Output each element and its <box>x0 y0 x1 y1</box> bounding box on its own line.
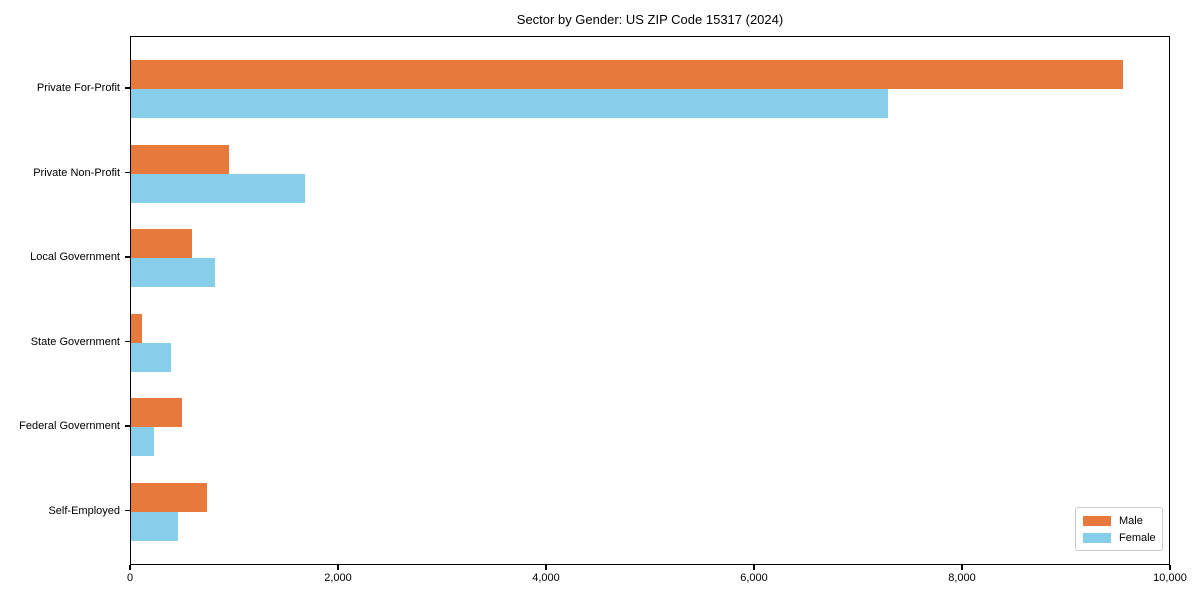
legend-item-male: Male <box>1083 515 1155 527</box>
bar-female-private-for-profit <box>131 89 888 118</box>
x-tick-mark <box>1169 565 1171 570</box>
y-tick-label-private-for-profit: Private For-Profit <box>36 82 120 94</box>
bar-male-self-employed <box>131 482 207 512</box>
female-color-swatch <box>1083 532 1111 543</box>
bar-male-local-government <box>131 229 192 258</box>
bar-male-state-government <box>131 313 142 343</box>
plot-area: Male Female <box>130 36 1170 565</box>
x-tick-label-8000: 8,000 <box>948 572 976 584</box>
bar-female-local-government <box>131 258 216 287</box>
legend-item-female: Female <box>1083 531 1156 544</box>
bar-female-private-non-profit <box>131 173 305 203</box>
legend-label-female: Female <box>1119 531 1156 544</box>
bar-male-private-for-profit <box>131 60 1124 89</box>
x-tick-label-0: 0 <box>126 572 134 584</box>
y-tick-label-local-government: Local Government <box>30 251 120 263</box>
y-tick-mark <box>125 256 130 258</box>
y-tick-label-private-non-profit: Private Non-Profit <box>33 166 120 179</box>
bar-male-private-non-profit <box>131 144 230 174</box>
y-tick-label-self-employed: Self-Employed <box>48 504 120 517</box>
x-tick-mark <box>129 565 131 570</box>
x-tick-label-10000: 10,000 <box>1153 572 1187 584</box>
x-tick-label-6000: 6,000 <box>740 572 768 584</box>
x-tick-mark <box>753 565 755 570</box>
bar-female-self-employed <box>131 511 179 541</box>
y-tick-mark <box>125 425 130 427</box>
bar-female-state-government <box>131 342 172 372</box>
bar-male-federal-government <box>131 398 183 427</box>
chart-title: Sector by Gender: US ZIP Code 15317 (202… <box>516 12 784 27</box>
male-color-swatch <box>1083 515 1111 526</box>
legend-label-male: Male <box>1119 514 1143 527</box>
y-tick-label-federal-government: Federal Government <box>19 420 120 432</box>
y-tick-mark <box>125 340 130 342</box>
y-tick-mark <box>125 509 130 511</box>
y-tick-mark <box>125 171 130 173</box>
x-tick-mark <box>961 565 963 570</box>
y-tick-mark <box>125 87 130 89</box>
x-tick-label-2000: 2,000 <box>324 572 352 584</box>
legend: Male Female <box>1075 507 1163 551</box>
x-tick-label-4000: 4,000 <box>532 572 560 584</box>
x-tick-mark <box>545 565 547 570</box>
x-tick-mark <box>337 565 339 570</box>
bar-female-federal-government <box>131 427 155 456</box>
y-tick-label-state-government: State Government <box>30 335 120 348</box>
